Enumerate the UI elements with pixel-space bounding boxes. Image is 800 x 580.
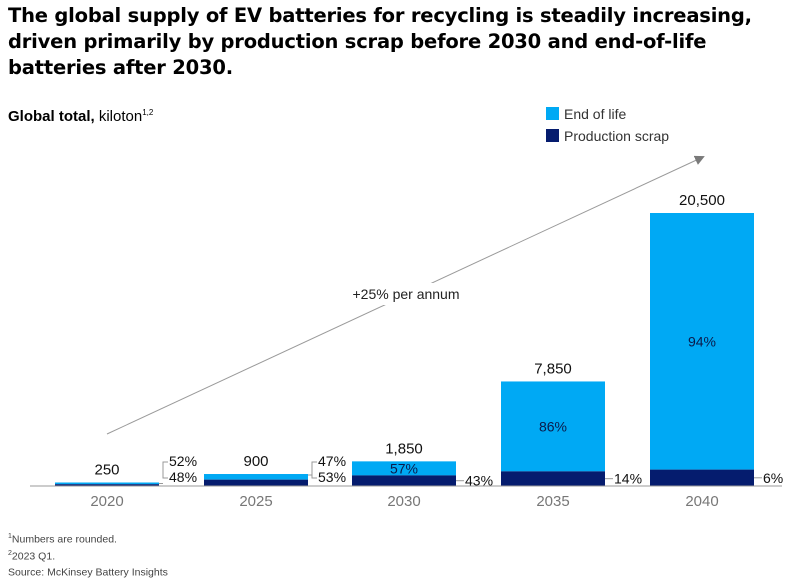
- growth-annotation: +25% per annum: [352, 286, 459, 302]
- share-label-end-of-life-2020: 52%: [169, 453, 197, 469]
- bar-end-of-life-2035: [501, 381, 605, 472]
- x-axis-tick-labels: 2020 2025 2030 2035 2040: [90, 493, 718, 510]
- legend-label-production-scrap: Production scrap: [564, 128, 669, 144]
- share-label-production-scrap-2030: 43%: [465, 473, 493, 489]
- total-label-2035: 7,850: [534, 360, 572, 377]
- annotation-background: [340, 283, 472, 305]
- footnote: 1Numbers are rounded.: [8, 533, 117, 546]
- x-tick-label-2035: 2035: [536, 493, 569, 510]
- bar-end-of-life-2020: [55, 482, 159, 485]
- bar-production-scrap-2040: [650, 469, 754, 486]
- footnotes: 1Numbers are rounded. 22023 Q1. Source: …: [8, 530, 168, 580]
- total-label-2025: 900: [243, 453, 268, 470]
- legend-swatch-production-scrap: [546, 129, 559, 142]
- bracket: [162, 461, 168, 479]
- share-label-end-of-life-2030: 57%: [390, 460, 418, 476]
- subtitle-measure: Global total,: [8, 108, 95, 125]
- share-label-production-scrap-2035: 14%: [614, 471, 642, 487]
- legend-swatch-end-of-life: [546, 107, 559, 120]
- footnote-source: Source: McKinsey Battery Insights: [8, 566, 168, 579]
- share-label-production-scrap-2020: 48%: [169, 469, 197, 485]
- bar-end-of-life-2025: [204, 474, 308, 480]
- subtitle-footnote-ref: 1,2: [142, 108, 154, 117]
- growth-arrow: +25% per annum: [106, 155, 705, 435]
- x-tick-label-2020: 2020: [90, 493, 123, 510]
- subtitle-unit: kiloton: [98, 108, 143, 125]
- share-label-end-of-life-2040: 94%: [688, 333, 716, 349]
- total-label-2040: 20,500: [679, 192, 725, 209]
- bars: 250 52%48% 900 47%53% 1,850 57% 43% 7,850 86% 14%…: [55, 192, 783, 489]
- share-label-production-scrap-2040: 6%: [763, 470, 783, 486]
- x-tick-label-2025: 2025: [239, 493, 272, 510]
- legend-label-end-of-life: End of life: [564, 106, 626, 122]
- share-label-production-scrap-2025: 53%: [318, 469, 346, 485]
- x-tick-label-2040: 2040: [685, 493, 718, 510]
- bar-production-scrap-2020: [55, 484, 159, 486]
- footnote: 22023 Q1.: [8, 549, 56, 563]
- chart-title: The global supply of EV batteries for re…: [8, 4, 752, 79]
- bar-production-scrap-2025: [204, 479, 308, 486]
- legend: End of life Production scrap: [546, 106, 669, 144]
- bracket: [311, 461, 317, 479]
- x-tick-label-2030: 2030: [387, 493, 420, 510]
- bar-production-scrap-2030: [352, 475, 456, 486]
- bar-end-of-life-2040: [650, 213, 754, 470]
- share-label-end-of-life-2025: 47%: [318, 453, 346, 469]
- total-label-2020: 250: [94, 462, 119, 479]
- total-label-2030: 1,850: [385, 440, 423, 457]
- chart-subtitle: Global total, kiloton1,2: [8, 108, 153, 125]
- share-label-end-of-life-2035: 86%: [539, 418, 567, 434]
- bar-production-scrap-2035: [501, 471, 605, 486]
- bar-end-of-life-2030: [352, 461, 456, 476]
